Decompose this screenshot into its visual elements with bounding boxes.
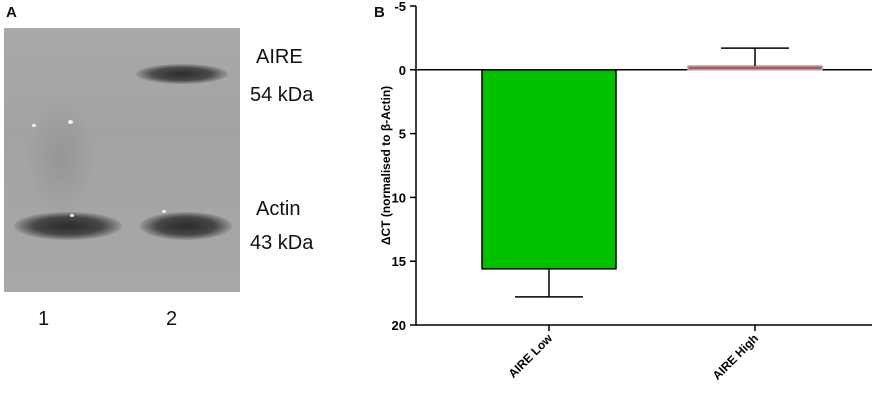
x-category-label: AIRE Low [506,331,556,381]
y-axis-label: ΔCT (normalised to β-Actin) [379,86,393,245]
speck [70,214,74,217]
speck [32,124,36,127]
western-blot-image [4,28,240,292]
smear-lane-1 [26,98,96,218]
bar-aire-high [687,65,823,71]
actin-band-lane-2 [140,212,232,240]
y-tick-label: 5 [399,127,406,142]
bar-aire-low [481,69,617,270]
y-tick-label: 20 [392,318,406,333]
y-tick-label: 0 [399,63,406,78]
speck [162,210,166,213]
aire-band-size: 54 kDa [250,84,314,106]
aire-band-name: AIRE [256,46,303,68]
aire-band-lane-2 [136,64,228,84]
x-category-label: AIRE High [710,331,761,382]
y-tick-label: 10 [392,190,406,205]
panel-b-label: B [374,4,385,21]
lane-2-label: 2 [166,308,178,330]
actin-band-lane-1 [14,212,122,240]
actin-band-size: 43 kDa [250,232,314,254]
y-tick-label: -5 [394,0,406,14]
panel-a-label: A [6,4,17,21]
y-tick-label: 15 [392,254,406,269]
lane-1-label: 1 [38,308,50,330]
actin-band-name: Actin [256,198,301,220]
speck [68,120,73,124]
